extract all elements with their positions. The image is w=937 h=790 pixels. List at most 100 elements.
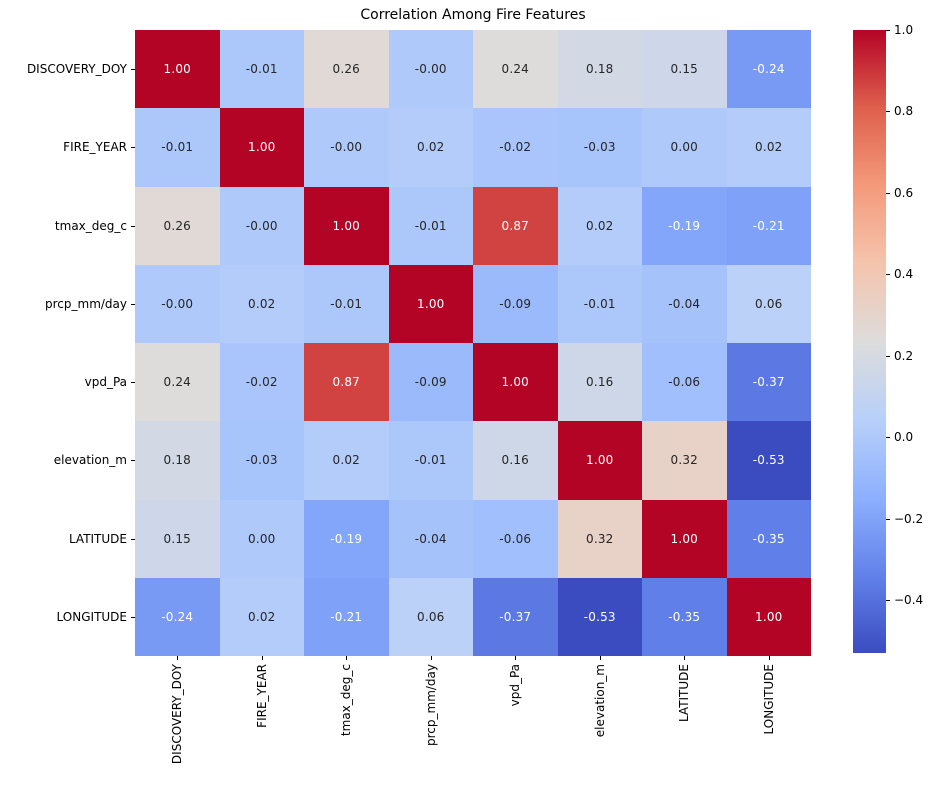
colorbar-tick-mark bbox=[886, 30, 890, 31]
heatmap-cell: 0.18 bbox=[135, 421, 220, 500]
y-tick-mark bbox=[131, 539, 135, 540]
heatmap-cell: -0.19 bbox=[304, 499, 389, 578]
x-tick-mark bbox=[600, 656, 601, 660]
heatmap-cell: 0.32 bbox=[642, 421, 727, 500]
heatmap-cell: -0.06 bbox=[642, 343, 727, 422]
colorbar-tick-mark bbox=[886, 111, 890, 112]
heatmap-cell: -0.03 bbox=[557, 108, 642, 187]
heatmap-cell: 1.00 bbox=[557, 421, 642, 500]
x-tick-mark bbox=[177, 656, 178, 660]
x-tick-label: elevation_m bbox=[593, 664, 607, 738]
y-tick-mark bbox=[131, 304, 135, 305]
colorbar-tick-label: −0.2 bbox=[894, 512, 924, 526]
y-tick-label: FIRE_YEAR bbox=[63, 140, 127, 154]
colorbar-tick-label: 0.6 bbox=[894, 186, 914, 200]
heatmap-cell: -0.00 bbox=[135, 264, 220, 343]
heatmap-cell: 1.00 bbox=[135, 30, 220, 109]
y-tick-label: DISCOVERY_DOY bbox=[26, 62, 127, 76]
heatmap-cell: 0.02 bbox=[388, 108, 473, 187]
x-tick-mark bbox=[346, 656, 347, 660]
heatmap-cell: -0.09 bbox=[473, 264, 558, 343]
colorbar-tick-mark bbox=[886, 193, 890, 194]
x-tick-mark bbox=[515, 656, 516, 660]
chart-title: Correlation Among Fire Features bbox=[360, 7, 586, 23]
heatmap-cell: 0.00 bbox=[642, 108, 727, 187]
heatmap-cell: -0.06 bbox=[473, 499, 558, 578]
y-tick-mark bbox=[131, 226, 135, 227]
heatmap-cell: -0.19 bbox=[642, 186, 727, 265]
x-tick-mark bbox=[684, 656, 685, 660]
y-tick-label: prcp_mm/day bbox=[45, 297, 127, 311]
heatmap-cell: 1.00 bbox=[473, 343, 558, 422]
heatmap-cell: -0.24 bbox=[726, 30, 811, 109]
colorbar-tick-mark bbox=[886, 356, 890, 357]
x-tick-label: prcp_mm/day bbox=[424, 664, 438, 746]
heatmap-cell: 0.00 bbox=[219, 499, 304, 578]
y-tick-label: elevation_m bbox=[53, 453, 127, 467]
heatmap-cell: 0.87 bbox=[304, 343, 389, 422]
heatmap-cell: -0.02 bbox=[473, 108, 558, 187]
x-tick-label: DISCOVERY_DOY bbox=[170, 664, 184, 765]
colorbar-tick-label: 0.2 bbox=[894, 349, 914, 363]
x-tick-label: tmax_deg_c bbox=[339, 664, 353, 737]
heatmap-cell: 0.18 bbox=[557, 30, 642, 109]
colorbar bbox=[853, 30, 886, 653]
heatmap-cell: 0.26 bbox=[135, 186, 220, 265]
heatmap-cell: -0.35 bbox=[726, 499, 811, 578]
heatmap-cell: 0.02 bbox=[219, 577, 304, 656]
heatmap-cell: -0.53 bbox=[557, 577, 642, 656]
heatmap-cell: 0.15 bbox=[135, 499, 220, 578]
y-tick-mark bbox=[131, 147, 135, 148]
x-tick-label: vpd_Pa bbox=[508, 664, 522, 707]
x-tick-label: FIRE_YEAR bbox=[255, 664, 269, 728]
colorbar-tick-label: 0.8 bbox=[894, 104, 914, 118]
heatmap-cell: -0.21 bbox=[304, 577, 389, 656]
heatmap-cell: 1.00 bbox=[219, 108, 304, 187]
heatmap-cell: -0.00 bbox=[388, 30, 473, 109]
heatmap-cell: -0.01 bbox=[388, 186, 473, 265]
y-tick-mark bbox=[131, 460, 135, 461]
heatmap-cell: 0.15 bbox=[642, 30, 727, 109]
heatmap-cell: 1.00 bbox=[304, 186, 389, 265]
heatmap-cell: 0.02 bbox=[726, 108, 811, 187]
colorbar-tick-label: 0.0 bbox=[894, 430, 914, 444]
colorbar-tick-mark bbox=[886, 437, 890, 438]
heatmap-cell: -0.35 bbox=[642, 577, 727, 656]
colorbar-tick-mark bbox=[886, 519, 890, 520]
heatmap-cell: 0.26 bbox=[304, 30, 389, 109]
x-tick-label: LATITUDE bbox=[677, 664, 691, 723]
heatmap-cell: -0.01 bbox=[135, 108, 220, 187]
heatmap-cell: -0.01 bbox=[557, 264, 642, 343]
heatmap-cell: -0.24 bbox=[135, 577, 220, 656]
heatmap-cell: 0.02 bbox=[304, 421, 389, 500]
heatmap-cell: 0.32 bbox=[557, 499, 642, 578]
heatmap-cell: -0.01 bbox=[219, 30, 304, 109]
colorbar-tick-label: 0.4 bbox=[894, 267, 914, 281]
heatmap-cell: -0.37 bbox=[473, 577, 558, 656]
heatmap-cell: -0.09 bbox=[388, 343, 473, 422]
x-tick-mark bbox=[262, 656, 263, 660]
y-tick-mark bbox=[131, 617, 135, 618]
colorbar-tick-label: 1.0 bbox=[894, 23, 914, 37]
heatmap-cell: 0.06 bbox=[726, 264, 811, 343]
heatmap-cell: 0.24 bbox=[473, 30, 558, 109]
heatmap-cell: -0.03 bbox=[219, 421, 304, 500]
heatmap-cell: -0.21 bbox=[726, 186, 811, 265]
colorbar-tick-mark bbox=[886, 274, 890, 275]
colorbar-tick-label: −0.4 bbox=[894, 593, 924, 607]
x-tick-label: LONGITUDE bbox=[762, 664, 776, 735]
heatmap-cell: 0.24 bbox=[135, 343, 220, 422]
heatmap-grid: 1.00 -0.01 0.26 -0.00 0.24 0.18 0.15 -0.24 -0.01… bbox=[135, 30, 811, 656]
heatmap-cell: -0.00 bbox=[219, 186, 304, 265]
heatmap-cell: 0.87 bbox=[473, 186, 558, 265]
heatmap-cell: 1.00 bbox=[642, 499, 727, 578]
heatmap-cell: -0.02 bbox=[219, 343, 304, 422]
heatmap-cell: -0.04 bbox=[642, 264, 727, 343]
heatmap-cell: -0.01 bbox=[304, 264, 389, 343]
heatmap-cell: 0.06 bbox=[388, 577, 473, 656]
heatmap-cell: -0.37 bbox=[726, 343, 811, 422]
x-tick-mark bbox=[431, 656, 432, 660]
colorbar-tick-mark bbox=[886, 600, 890, 601]
y-tick-label: LONGITUDE bbox=[56, 610, 127, 624]
